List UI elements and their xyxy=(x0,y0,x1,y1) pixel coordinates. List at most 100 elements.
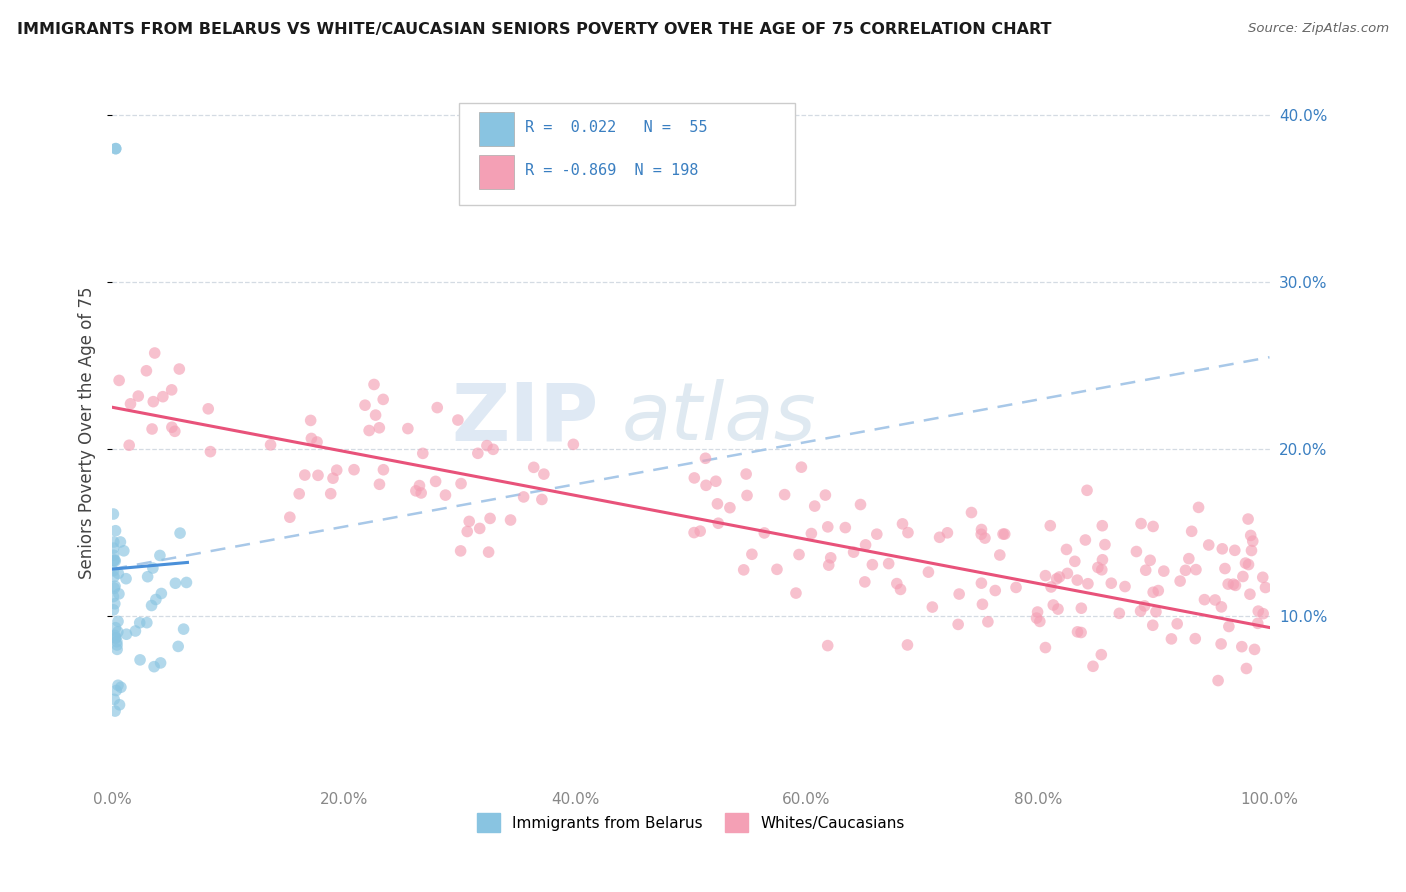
Point xyxy=(426,401,449,415)
Point xyxy=(853,574,876,589)
Point xyxy=(1184,632,1206,646)
Point xyxy=(1232,569,1254,583)
Point xyxy=(299,413,322,427)
Point xyxy=(1114,580,1136,594)
Point xyxy=(450,476,472,491)
Point xyxy=(988,548,1011,562)
Point xyxy=(396,421,419,435)
Point xyxy=(169,526,191,541)
Point xyxy=(866,527,889,541)
Point xyxy=(974,531,997,545)
Point xyxy=(790,460,813,475)
Text: atlas: atlas xyxy=(621,379,817,458)
Point xyxy=(368,421,391,435)
Point xyxy=(200,444,222,458)
Point xyxy=(103,553,125,567)
Point xyxy=(917,565,939,579)
Point xyxy=(733,563,755,577)
Point xyxy=(970,523,993,537)
Point xyxy=(467,446,489,460)
Point xyxy=(1230,640,1253,654)
Point xyxy=(104,524,127,538)
Point xyxy=(787,548,810,562)
Point xyxy=(107,615,129,629)
Point xyxy=(434,488,457,502)
Text: R = -0.869  N = 198: R = -0.869 N = 198 xyxy=(526,163,699,178)
Point xyxy=(115,572,138,586)
Point xyxy=(110,535,132,549)
Point xyxy=(128,615,150,630)
Point xyxy=(343,463,366,477)
Point xyxy=(108,587,131,601)
Point xyxy=(325,463,347,477)
Point xyxy=(896,638,918,652)
Point xyxy=(991,527,1014,541)
Point xyxy=(817,639,839,653)
Point xyxy=(103,507,125,521)
Point xyxy=(307,468,329,483)
Point xyxy=(129,653,152,667)
FancyBboxPatch shape xyxy=(460,103,794,204)
Point xyxy=(1239,587,1261,601)
Point xyxy=(1251,607,1274,621)
Point xyxy=(946,617,969,632)
Point xyxy=(104,621,127,635)
Point xyxy=(970,527,993,541)
Point xyxy=(103,581,125,595)
Point xyxy=(1237,512,1260,526)
Point xyxy=(103,535,125,549)
Point xyxy=(1247,616,1270,631)
Point xyxy=(1240,528,1263,542)
Point xyxy=(1204,593,1226,607)
Point xyxy=(754,525,776,540)
Point xyxy=(150,586,173,600)
Point xyxy=(136,570,159,584)
Point xyxy=(1094,538,1116,552)
Point xyxy=(1194,592,1216,607)
Point xyxy=(860,558,883,572)
Point xyxy=(972,597,994,611)
Point xyxy=(107,678,129,692)
Point xyxy=(103,541,125,555)
Point xyxy=(803,499,825,513)
Point xyxy=(482,442,505,457)
Point xyxy=(1063,554,1085,568)
Point xyxy=(886,576,908,591)
Point xyxy=(1211,541,1233,556)
Point xyxy=(1130,516,1153,531)
Point xyxy=(741,547,763,561)
Point xyxy=(1178,551,1201,566)
Point xyxy=(104,632,127,646)
Text: IMMIGRANTS FROM BELARUS VS WHITE/CAUCASIAN SENIORS POVERTY OVER THE AGE OF 75 CO: IMMIGRANTS FROM BELARUS VS WHITE/CAUCASI… xyxy=(17,22,1052,37)
Point xyxy=(1160,632,1182,646)
Point xyxy=(1142,585,1164,599)
Point xyxy=(800,526,823,541)
Point xyxy=(689,524,711,538)
Point xyxy=(1181,524,1204,539)
Point xyxy=(373,392,395,407)
Point xyxy=(145,592,167,607)
Point xyxy=(1070,625,1092,640)
Point xyxy=(970,576,993,591)
Point xyxy=(160,383,183,397)
Point xyxy=(173,622,195,636)
Point xyxy=(104,631,127,645)
Point xyxy=(817,558,839,573)
Point xyxy=(1042,598,1064,612)
Point xyxy=(105,683,128,698)
Point xyxy=(1056,566,1078,581)
Point xyxy=(142,394,165,409)
Point xyxy=(373,463,395,477)
Point xyxy=(499,513,522,527)
Point xyxy=(288,487,311,501)
Point xyxy=(108,373,131,387)
Point xyxy=(1198,538,1220,552)
Point xyxy=(1090,648,1112,662)
Point xyxy=(817,520,839,534)
Point xyxy=(305,435,328,450)
Point xyxy=(105,638,128,652)
Y-axis label: Seniors Poverty Over the Age of 75: Seniors Poverty Over the Age of 75 xyxy=(79,286,96,579)
Point xyxy=(478,545,501,559)
Point xyxy=(103,570,125,584)
Point xyxy=(707,516,730,531)
